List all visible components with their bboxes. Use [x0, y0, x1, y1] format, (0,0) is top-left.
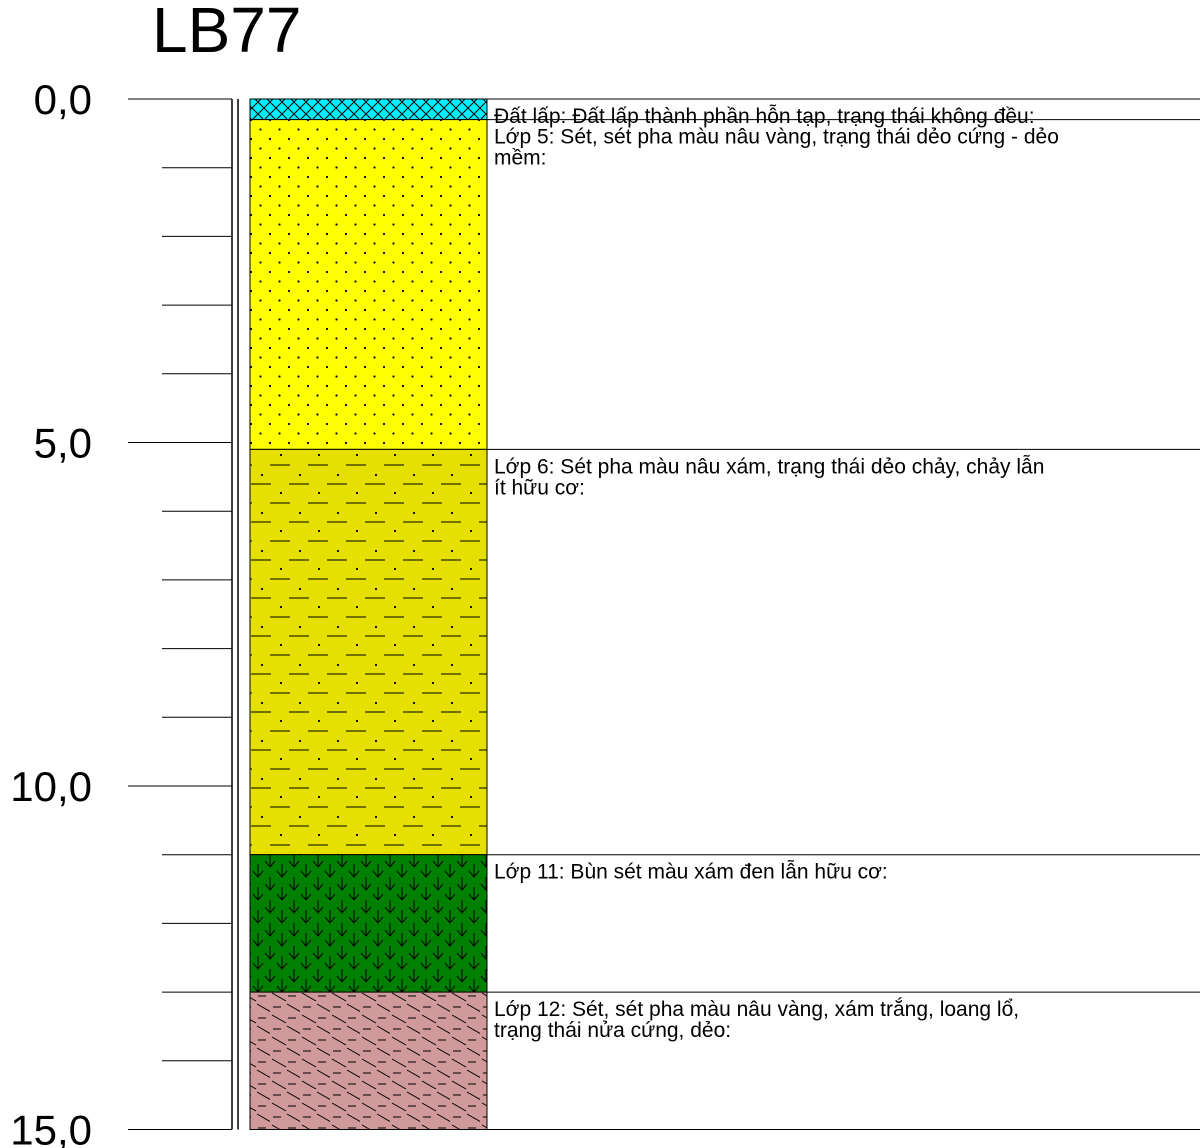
layer-description-line: trạng thái nửa cứng, dẻo:: [494, 1019, 731, 1042]
depth-label: 15,0: [10, 1107, 92, 1148]
layer-layer-5: [249, 119, 488, 450]
layer-description-line: Lớp 11: Bùn sét màu xám đen lẫn hữu cơ:: [494, 861, 888, 884]
layer-layer-12: [249, 991, 488, 1130]
layer-descriptions: Đất lấp: Đất lấp thành phần hỗn tạp, trạ…: [487, 98, 1200, 1130]
soil-column: [249, 98, 488, 1130]
depth-label: 10,0: [10, 763, 92, 810]
layer-pattern: [250, 854, 487, 993]
layer-description-line: Lớp 5: Sét, sét pha màu nâu vàng, trạng …: [494, 126, 1059, 149]
layer-description-line: Lớp 12: Sét, sét pha màu nâu vàng, xám t…: [494, 998, 1019, 1021]
layer-description-line: Lớp 6: Sét pha màu nâu xám, trạng thái d…: [494, 455, 1044, 478]
depth-axis: 0,0 5,0 10,0 15,0: [10, 76, 239, 1148]
depth-label: 5,0: [34, 420, 92, 467]
layer-description-line: mềm:: [494, 147, 547, 170]
layer-fill: [249, 98, 488, 121]
layer-layer-11: [249, 854, 488, 993]
depth-label: 0,0: [34, 76, 92, 123]
layer-description-line: ít hữu cơ:: [494, 476, 585, 499]
layer-pattern: [250, 99, 487, 120]
layer-pattern: [250, 992, 487, 1130]
layer-border: [249, 991, 488, 1130]
layer-pattern: [250, 449, 487, 855]
borehole-title: LB77: [152, 0, 301, 66]
layer-layer-6: [249, 448, 488, 856]
layer-pattern: [250, 119, 487, 450]
layer-description-line: Đất lấp: Đất lấp thành phần hỗn tạp, trạ…: [494, 105, 1035, 128]
